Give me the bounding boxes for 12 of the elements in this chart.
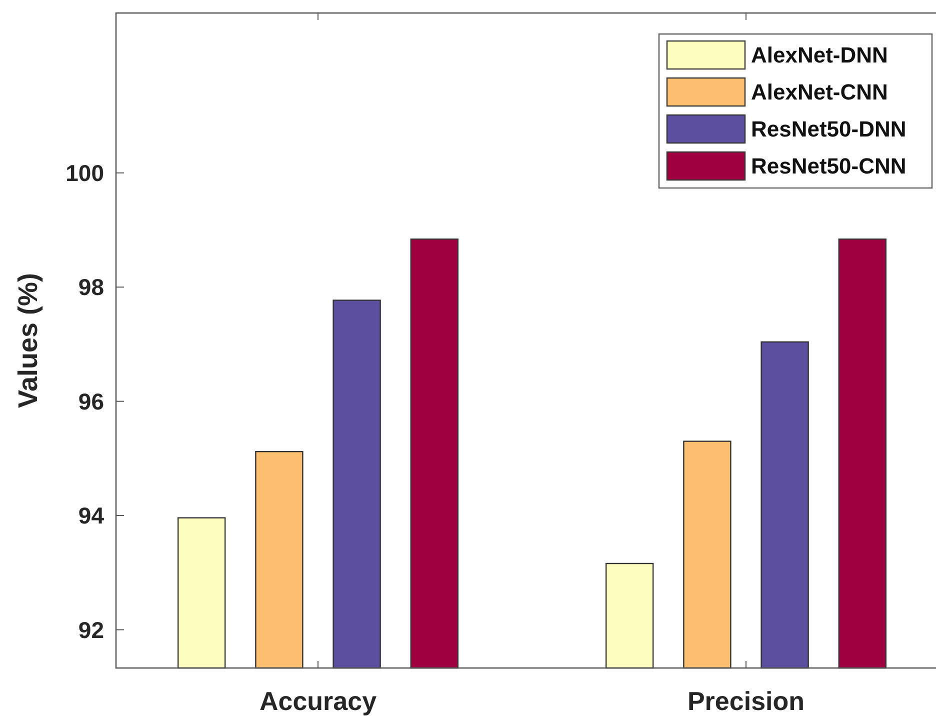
legend-label: ResNet50-DNN bbox=[751, 116, 906, 142]
y-tick-label: 98 bbox=[78, 274, 104, 300]
legend-label: ResNet50-CNN bbox=[751, 154, 906, 179]
y-axis-title: Values (%) bbox=[13, 272, 43, 408]
x-tick-label: Precision bbox=[687, 686, 805, 716]
y-tick-label: 92 bbox=[78, 616, 104, 643]
legend-label: AlexNet-DNN bbox=[751, 42, 888, 68]
x-tick-label: Accuracy bbox=[259, 686, 378, 716]
y-tick-label: 100 bbox=[66, 160, 104, 186]
y-tick-label: 94 bbox=[78, 502, 104, 529]
y-tick-label: 96 bbox=[78, 388, 104, 414]
legend-label: AlexNet-CNN bbox=[751, 80, 888, 105]
